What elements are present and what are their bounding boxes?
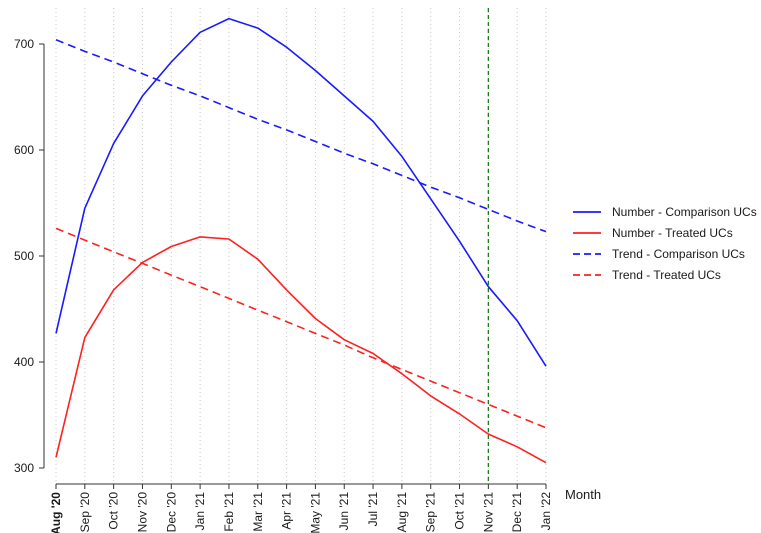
- x-tick-label: Mar '21: [251, 492, 265, 532]
- series-lines: [55, 17, 547, 464]
- x-tick-label: Sep '20: [78, 492, 92, 533]
- tick-labels: 300 400 500 600 700 Aug '20 Sep '20 Oct '20 Nov …: [14, 37, 553, 533]
- x-tick-label: Sep '21: [424, 492, 438, 533]
- legend: Number - Comparison UCs Number - Treated …: [573, 205, 757, 282]
- legend-label: Trend - Treated UCs: [612, 268, 721, 282]
- y-tick-label: 700: [14, 37, 34, 51]
- y-tick-label: 300: [14, 461, 34, 475]
- series-line-1: [55, 236, 547, 464]
- grid-lines: [55, 8, 547, 484]
- legend-label: Number - Treated UCs: [612, 226, 733, 240]
- x-tick-label: Jan '22: [539, 492, 553, 531]
- x-tick-label: May '21: [308, 492, 322, 533]
- x-tick-label: Oct '20: [107, 492, 121, 530]
- x-tick-label: Jul '21: [366, 492, 380, 527]
- series-line-3: [55, 227, 547, 429]
- x-tick-label: Dec '21: [510, 492, 524, 533]
- y-tick-label: 600: [14, 143, 34, 157]
- legend-label: Trend - Comparison UCs: [612, 247, 745, 261]
- series-line-2: [55, 39, 547, 233]
- x-tick-label: Jan '21: [193, 492, 207, 531]
- x-tick-label: Nov '20: [135, 492, 149, 533]
- series-line-0: [55, 17, 547, 367]
- x-tick-label: Jun '21: [337, 492, 351, 531]
- x-tick-label: Feb '21: [222, 492, 236, 532]
- x-tick-label: Aug '20: [49, 492, 63, 533]
- y-tick-label: 500: [14, 249, 34, 263]
- x-tick-label: Aug '21: [395, 492, 409, 533]
- x-tick-label: Apr '21: [280, 492, 294, 530]
- x-axis-title: Month: [565, 487, 601, 502]
- x-tick-label: Dec '20: [164, 492, 178, 533]
- x-tick-label: Oct '21: [453, 492, 467, 530]
- y-tick-label: 400: [14, 355, 34, 369]
- legend-label: Number - Comparison UCs: [612, 205, 757, 219]
- axes: [39, 43, 547, 489]
- x-tick-label: Nov '21: [481, 492, 495, 533]
